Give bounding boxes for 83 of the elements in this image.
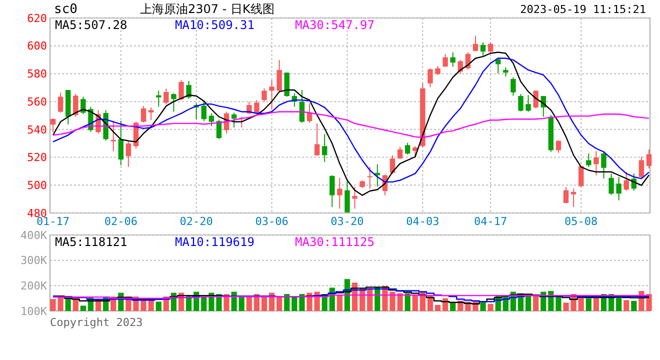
x-tick-label: 03-20 [330, 215, 364, 228]
candlestick [140, 106, 146, 123]
text: MA5:118121 [55, 235, 128, 249]
candlestick [442, 53, 448, 68]
candlestick [404, 142, 410, 155]
candlestick [284, 72, 290, 98]
y-tick-label: 520 [27, 151, 47, 164]
y-tick-label: 540 [27, 123, 47, 136]
candlestick [80, 96, 86, 115]
candlestick [73, 94, 78, 118]
candlestick [178, 79, 184, 101]
candlestick [164, 88, 169, 105]
candlestick [148, 106, 154, 121]
y-tick-label: 560 [27, 95, 47, 108]
candlestick [352, 186, 358, 210]
candlestick [171, 92, 176, 112]
text: sc0 [54, 2, 78, 17]
text: MA5:507.28 [55, 18, 128, 32]
text: 2023-05-19 11:15:21 [520, 3, 646, 16]
candlestick [563, 186, 569, 204]
candlestick [526, 94, 531, 112]
candlestick [201, 101, 206, 122]
text: MA10:119619 [175, 235, 254, 249]
x-tick-label: 03-06 [255, 215, 288, 228]
candlestick [518, 94, 524, 112]
candlestick [322, 134, 328, 162]
y-tick-label: 200K [20, 280, 48, 293]
y-tick-label: 300K [20, 254, 48, 268]
candlestick [616, 176, 622, 201]
candlestick [472, 35, 478, 52]
x-tick-label: 05-08 [564, 215, 598, 228]
candlestick [374, 164, 380, 188]
candlestick [216, 119, 222, 140]
candlestick [269, 79, 274, 110]
x-tick-label: 02-06 [104, 215, 138, 228]
candlestick [428, 68, 433, 88]
x-tick-label: 02-20 [180, 215, 213, 228]
candlestick [254, 100, 260, 115]
candlestick [276, 59, 282, 92]
y-tick-label: 400K [20, 228, 48, 242]
candlestick [156, 90, 162, 108]
candlestick [344, 180, 350, 214]
candlestick [638, 156, 644, 179]
candlestick [556, 140, 562, 154]
candlestick [314, 122, 320, 156]
candlestick [594, 150, 599, 176]
candlestick [58, 92, 64, 114]
candlestick [208, 112, 214, 127]
candlestick [186, 80, 192, 100]
candlestick [299, 90, 305, 124]
candlestick [110, 120, 116, 152]
candlestick [262, 88, 267, 102]
candlestick [488, 42, 494, 54]
candlestick [624, 171, 629, 192]
candlestick [510, 76, 516, 96]
candlestick [126, 141, 132, 168]
candlestick [450, 52, 456, 68]
text: MA10:509.31 [175, 18, 254, 32]
x-tick-label: 04-17 [474, 215, 508, 228]
candlestick [586, 153, 592, 168]
y-tick-label: 500 [27, 178, 47, 192]
y-tick-label: 620 [27, 12, 47, 25]
y-tick-label: 100K [20, 304, 48, 318]
candlestick [412, 146, 418, 157]
candlestick [503, 66, 508, 78]
candlestick [330, 174, 335, 208]
candlestick [367, 166, 372, 190]
candlestick [570, 188, 576, 208]
text: Copyright 2023 [50, 316, 143, 329]
candlestick [50, 118, 56, 133]
chart-title: 上海原油2307 - 日K线图 [140, 2, 274, 16]
candlestick [646, 148, 652, 169]
text: MA30:111125 [295, 235, 374, 249]
candlestick [337, 177, 342, 210]
y-tick-label: 600 [27, 40, 47, 53]
candlestick [118, 120, 124, 166]
y-tick-label: 580 [27, 68, 47, 81]
candlestick [601, 151, 606, 180]
text: MA30:547.97 [295, 18, 374, 32]
candlestick [608, 173, 614, 196]
candlestick [435, 65, 440, 76]
candlestick [480, 42, 486, 56]
x-tick-label: 04-03 [406, 215, 440, 228]
